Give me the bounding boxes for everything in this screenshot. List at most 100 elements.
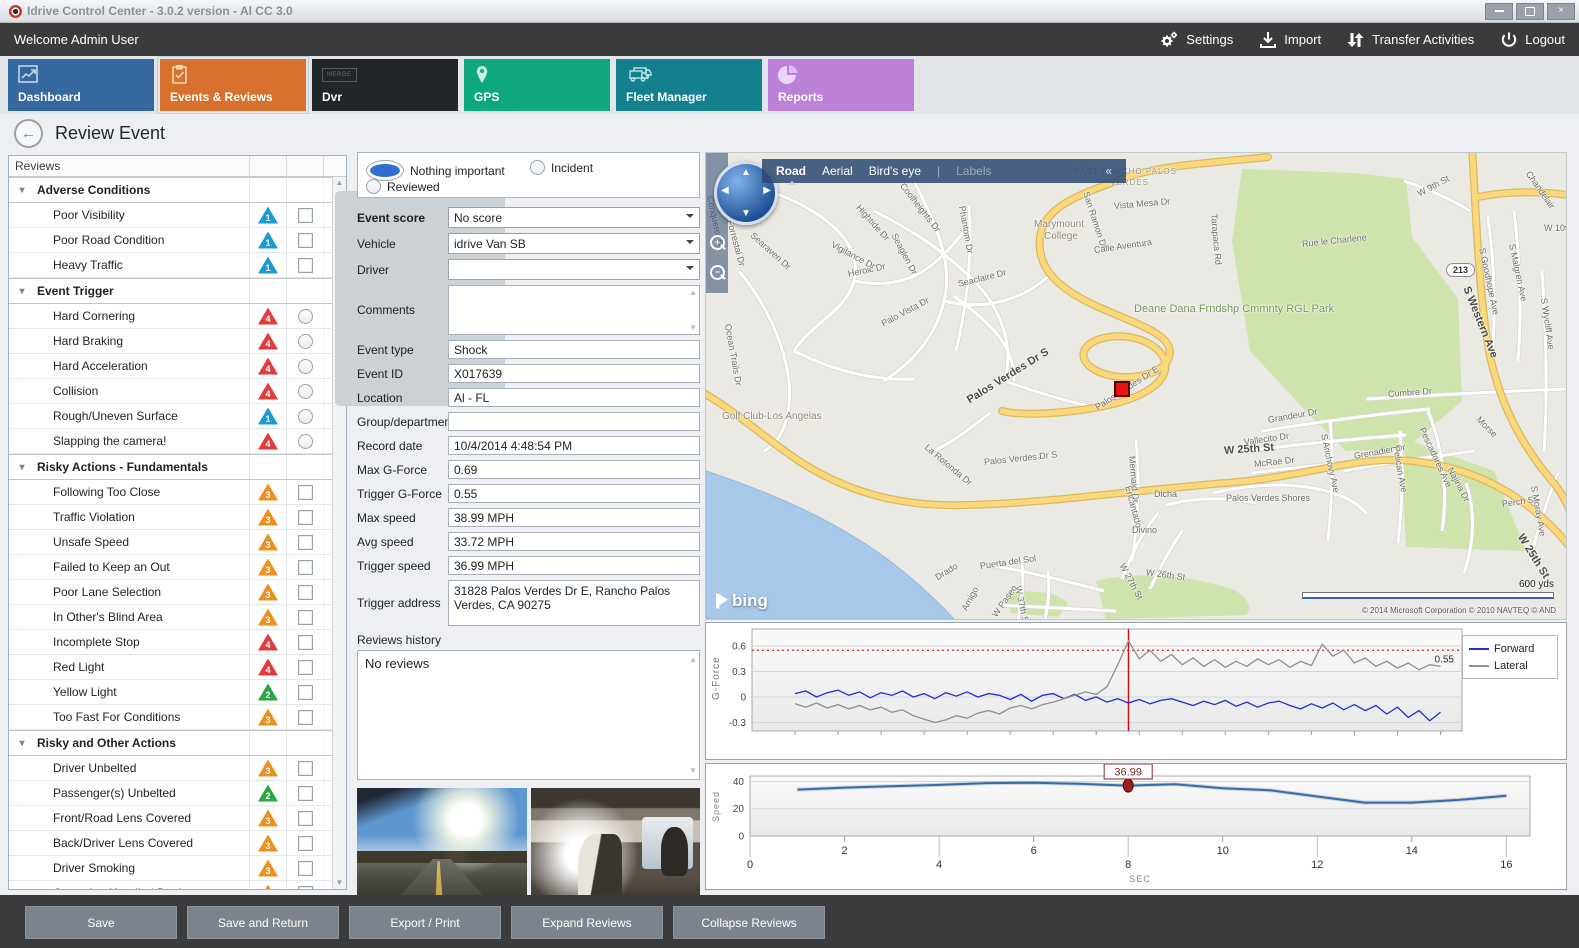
status-option-nothing-important[interactable]: Nothing important xyxy=(366,160,505,181)
item-checkbox[interactable] xyxy=(297,534,313,550)
tree-item-red-light[interactable]: Red Light 4 xyxy=(9,655,333,680)
minimize-button[interactable] xyxy=(1485,2,1513,20)
settings-action[interactable]: Settings xyxy=(1159,31,1233,49)
item-checkbox[interactable] xyxy=(297,584,313,600)
input-max-speed[interactable]: 38.99 MPH xyxy=(448,508,700,527)
tree-item-traffic-violation[interactable]: Traffic Violation 3 xyxy=(9,505,333,530)
input-max-g-force[interactable]: 0.69 xyxy=(448,460,700,479)
scroll-up-icon[interactable]: ▲ xyxy=(335,178,344,187)
export-print-button[interactable]: Export / Print xyxy=(349,906,501,939)
input-group-department[interactable] xyxy=(448,412,700,431)
input-trigger-g-force[interactable]: 0.55 xyxy=(448,484,700,503)
tree-item-driver-smoking[interactable]: Driver Smoking 3 xyxy=(9,856,333,881)
tree-category-event-trigger[interactable]: ▾ Event Trigger xyxy=(9,278,333,304)
scroll-down-icon[interactable]: ▼ xyxy=(689,766,697,775)
tab-fleet-manager[interactable]: Fleet Manager xyxy=(616,59,762,111)
item-checkbox[interactable] xyxy=(297,659,313,675)
video-thumbnail-road[interactable] xyxy=(357,788,527,910)
close-button[interactable]: × xyxy=(1547,2,1575,20)
tree-item-poor-visibility[interactable]: Poor Visibility 1 xyxy=(9,203,333,228)
status-option-reviewed[interactable]: Reviewed xyxy=(366,179,440,194)
input-trigger-address[interactable]: 31828 Palos Verdes Dr E, Rancho Palos Ve… xyxy=(448,580,700,626)
map-mode-labels[interactable]: Labels xyxy=(956,164,992,178)
tree-item-collision[interactable]: Collision 4 xyxy=(9,379,333,404)
tree-item-yellow-light[interactable]: Yellow Light 2 xyxy=(9,680,333,705)
status-option-incident[interactable]: Incident xyxy=(530,160,593,175)
input-trigger-speed[interactable]: 36.99 MPH xyxy=(448,556,700,575)
chevron-down-icon[interactable]: ▾ xyxy=(19,461,25,473)
save-button[interactable]: Save xyxy=(25,906,177,939)
tree-category-risky-and-other-actions[interactable]: ▾ Risky and Other Actions xyxy=(9,730,333,756)
map-mode-aerial[interactable]: Aerial xyxy=(822,164,853,178)
tree-item-driver-unbelted[interactable]: Driver Unbelted 3 xyxy=(9,756,333,781)
scroll-up-icon[interactable]: ▲ xyxy=(689,655,697,664)
map[interactable]: EAST RANCHO PALOSVERDESMarymountCollegeD… xyxy=(705,152,1567,620)
item-radio[interactable] xyxy=(297,333,313,349)
item-checkbox[interactable] xyxy=(297,509,313,525)
chevron-down-icon[interactable]: ▾ xyxy=(19,285,25,297)
tree-item-passenger-s-unbelted[interactable]: Passenger(s) Unbelted 2 xyxy=(9,781,333,806)
tree-item-too-fast-for-conditions[interactable]: Too Fast For Conditions 3 xyxy=(9,705,333,730)
item-checkbox[interactable] xyxy=(297,835,313,851)
zoom-out-button[interactable]: − xyxy=(708,263,726,287)
item-checkbox[interactable] xyxy=(297,232,313,248)
tree-item-hard-braking[interactable]: Hard Braking 4 xyxy=(9,329,333,354)
map-mode-road[interactable]: Road xyxy=(776,164,806,185)
select-vehicle[interactable]: idrive Van SB xyxy=(448,233,700,254)
item-checkbox[interactable] xyxy=(297,559,313,575)
tab-dashboard[interactable]: Dashboard xyxy=(8,59,154,111)
item-radio[interactable] xyxy=(297,433,313,449)
item-checkbox[interactable] xyxy=(297,207,313,223)
save-and-return-button[interactable]: Save and Return xyxy=(187,906,339,939)
tree-item-heavy-traffic[interactable]: Heavy Traffic 1 xyxy=(9,253,333,278)
input-comments[interactable]: ▲ ▼ xyxy=(448,285,700,335)
pan-down-icon[interactable]: ▼ xyxy=(741,208,751,219)
chevron-down-icon[interactable]: ▾ xyxy=(19,737,25,749)
tree-item-failed-to-keep-an-out[interactable]: Failed to Keep an Out 3 xyxy=(9,555,333,580)
tab-gps[interactable]: GPS xyxy=(464,59,610,111)
maximize-button[interactable] xyxy=(1516,2,1544,20)
event-location-marker[interactable] xyxy=(1114,381,1130,397)
tree-item-hard-acceleration[interactable]: Hard Acceleration 4 xyxy=(9,354,333,379)
tree-item-in-other-s-blind-area[interactable]: In Other's Blind Area 3 xyxy=(9,605,333,630)
reviews-scrollbar[interactable]: ▲ ▼ xyxy=(332,177,505,889)
input-avg-speed[interactable]: 33.72 MPH xyxy=(448,532,700,551)
tab-reports[interactable]: Reports xyxy=(768,59,914,111)
item-checkbox[interactable] xyxy=(297,709,313,725)
item-checkbox[interactable] xyxy=(297,257,313,273)
item-checkbox[interactable] xyxy=(297,484,313,500)
import-action[interactable]: Import xyxy=(1259,31,1321,49)
tree-item-poor-road-condition[interactable]: Poor Road Condition 1 xyxy=(9,228,333,253)
tab-events-reviews[interactable]: Events & Reviews xyxy=(157,56,309,114)
scroll-down-icon[interactable]: ▼ xyxy=(335,878,344,887)
item-checkbox[interactable] xyxy=(297,760,313,776)
item-checkbox[interactable] xyxy=(297,885,313,889)
item-checkbox[interactable] xyxy=(297,634,313,650)
chevron-down-icon[interactable]: ▾ xyxy=(19,184,25,196)
select-event-score[interactable]: No score xyxy=(448,207,700,228)
item-radio[interactable] xyxy=(297,383,313,399)
tree-item-front-road-lens-covered[interactable]: Front/Road Lens Covered 3 xyxy=(9,806,333,831)
pan-up-icon[interactable]: ▲ xyxy=(741,167,751,178)
pan-left-icon[interactable]: ◀ xyxy=(721,185,729,196)
input-location[interactable]: Al - FL xyxy=(448,388,700,407)
back-button[interactable]: ← xyxy=(14,118,43,148)
tree-item-poor-lane-selection[interactable]: Poor Lane Selection 3 xyxy=(9,580,333,605)
tree-item-hard-cornering[interactable]: Hard Cornering 4 xyxy=(9,304,333,329)
tree-category-adverse-conditions[interactable]: ▾ Adverse Conditions xyxy=(9,177,333,203)
map-mode-bird-s-eye[interactable]: Bird's eye xyxy=(868,164,921,178)
select-driver[interactable] xyxy=(448,259,700,280)
input-event-type[interactable]: Shock xyxy=(448,340,700,359)
tree-item-operating-handled-device[interactable]: Operating Handled Device 3 xyxy=(9,881,333,889)
tree-category-risky-actions-fundamentals[interactable]: ▾ Risky Actions - Fundamentals xyxy=(9,454,333,480)
item-radio[interactable] xyxy=(297,358,313,374)
tab-dvr[interactable]: MERGE Dvr xyxy=(312,59,458,111)
pan-right-icon[interactable]: ▶ xyxy=(763,185,771,196)
item-checkbox[interactable] xyxy=(297,810,313,826)
video-thumbnail-cabin[interactable] xyxy=(530,788,700,910)
radio-icon[interactable] xyxy=(530,160,545,175)
input-record-date[interactable]: 10/4/2014 4:48:54 PM xyxy=(448,436,700,455)
tree-item-incomplete-stop[interactable]: Incomplete Stop 4 xyxy=(9,630,333,655)
collapse-reviews-button[interactable]: Collapse Reviews xyxy=(673,906,825,939)
tree-item-following-too-close[interactable]: Following Too Close 3 xyxy=(9,480,333,505)
